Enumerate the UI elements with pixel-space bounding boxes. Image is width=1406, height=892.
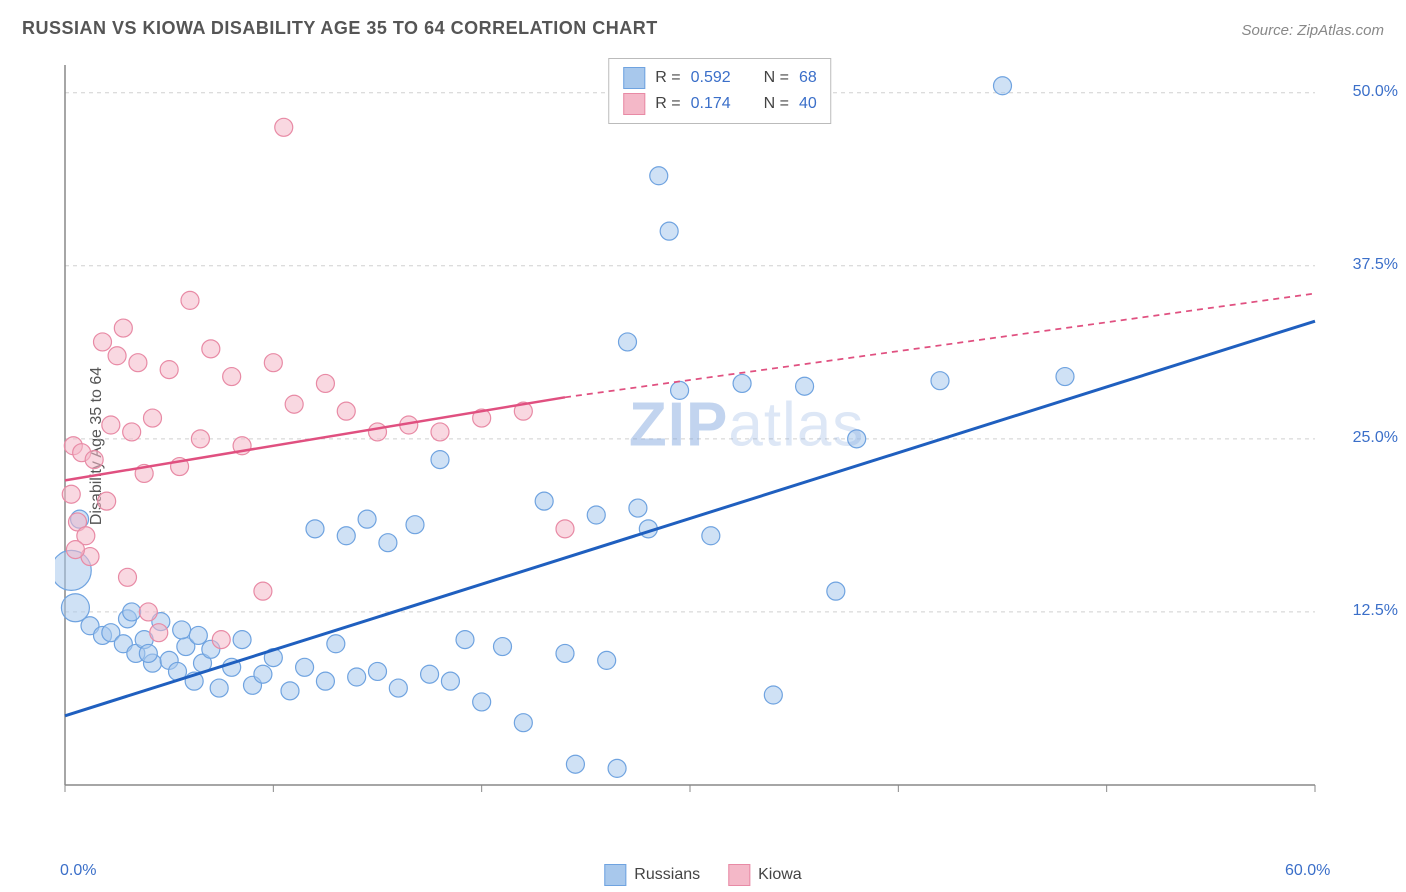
series-legend: Russians Kiowa bbox=[604, 864, 801, 886]
legend-item: Russians bbox=[604, 864, 700, 886]
stats-legend-row: R = 0.592 N = 68 bbox=[623, 65, 816, 91]
legend-label: Kiowa bbox=[758, 866, 802, 884]
y-tick-label: 50.0% bbox=[1353, 83, 1398, 101]
x-tick-label: 60.0% bbox=[1285, 862, 1330, 880]
n-value: 40 bbox=[799, 95, 817, 113]
legend-label: Russians bbox=[634, 866, 700, 884]
n-value: 68 bbox=[799, 69, 817, 87]
legend-item: Kiowa bbox=[728, 864, 802, 886]
legend-swatch-icon bbox=[604, 864, 626, 886]
plot-area: R = 0.592 N = 68 R = 0.174 N = 40 ZIPatl… bbox=[55, 55, 1385, 825]
n-label: N = bbox=[764, 69, 789, 87]
y-tick-label: 25.0% bbox=[1353, 429, 1398, 447]
y-tick-label: 37.5% bbox=[1353, 256, 1398, 274]
source-label: Source: ZipAtlas.com bbox=[1241, 22, 1384, 39]
scatter-svg bbox=[55, 55, 1385, 825]
legend-swatch-icon bbox=[623, 93, 645, 115]
stats-legend: R = 0.592 N = 68 R = 0.174 N = 40 bbox=[608, 58, 831, 124]
r-label: R = bbox=[655, 69, 680, 87]
r-value: 0.174 bbox=[691, 95, 746, 113]
r-value: 0.592 bbox=[691, 69, 746, 87]
r-label: R = bbox=[655, 95, 680, 113]
x-tick-label: 0.0% bbox=[60, 862, 96, 880]
n-label: N = bbox=[764, 95, 789, 113]
legend-swatch-icon bbox=[728, 864, 750, 886]
y-tick-label: 12.5% bbox=[1353, 602, 1398, 620]
chart-title: RUSSIAN VS KIOWA DISABILITY AGE 35 TO 64… bbox=[22, 18, 658, 39]
legend-swatch-icon bbox=[623, 67, 645, 89]
stats-legend-row: R = 0.174 N = 40 bbox=[623, 91, 816, 117]
